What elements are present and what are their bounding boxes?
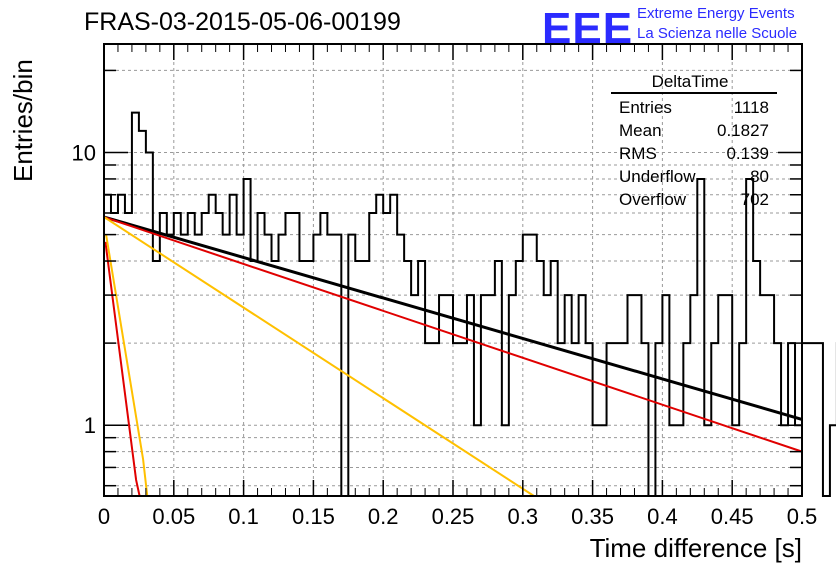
fit-curves bbox=[103, 215, 803, 497]
y-tick-label: 10 bbox=[72, 141, 96, 166]
x-tick-label: 0.45 bbox=[711, 504, 754, 529]
x-tick-label: 0.5 bbox=[787, 504, 818, 529]
stats-value: 1118 bbox=[733, 98, 769, 117]
x-tick-label: 0.25 bbox=[432, 504, 475, 529]
stats-row: Overflow 702 bbox=[611, 188, 777, 211]
x-tick-label: 0.35 bbox=[571, 504, 614, 529]
fit-curve bbox=[103, 216, 535, 497]
x-axis-label: Time difference [s] bbox=[589, 533, 802, 563]
stats-row: Mean 0.1827 bbox=[611, 119, 777, 142]
logo-line-2: La Scienza nelle Scuole bbox=[637, 25, 798, 42]
x-tick-label: 0.2 bbox=[368, 504, 399, 529]
eee-logo: EEE bbox=[542, 4, 634, 53]
stats-value: 0.139 bbox=[726, 144, 769, 163]
histogram-series bbox=[104, 111, 836, 497]
histogram-title: FRAS-03-2015-05-06-00199 bbox=[84, 8, 401, 36]
fit-curve bbox=[103, 216, 803, 453]
y-axis-label: Entries/bin bbox=[8, 59, 38, 182]
stats-value: 80 bbox=[750, 167, 769, 186]
stats-label: Entries bbox=[619, 98, 672, 117]
stats-row: Underflow 80 bbox=[611, 165, 777, 188]
fit-curve bbox=[105, 234, 149, 497]
y-tick-label: 1 bbox=[84, 413, 96, 438]
x-tick-label: 0.05 bbox=[152, 504, 195, 529]
stats-label: Mean bbox=[619, 121, 662, 140]
fit-curve bbox=[104, 241, 141, 497]
histogram-bins bbox=[104, 111, 836, 497]
stats-title: DeltaTime bbox=[651, 72, 729, 91]
logo-line-1: Extreme Energy Events bbox=[637, 5, 795, 22]
stats-value: 0.1827 bbox=[717, 121, 769, 140]
logo-subtitle: Extreme Energy Events La Scienza nelle S… bbox=[637, 4, 797, 44]
stats-value: 702 bbox=[740, 190, 769, 209]
x-tick-label: 0.1 bbox=[228, 504, 259, 529]
x-tick-label: 0.4 bbox=[647, 504, 678, 529]
stats-box: DeltaTime Entries 1118 Mean 0.1827 RMS 0.13… bbox=[611, 72, 777, 211]
stats-divider bbox=[611, 92, 777, 94]
x-tick-label: 0.3 bbox=[508, 504, 539, 529]
stats-label: Underflow bbox=[619, 167, 696, 186]
stats-row: Entries 1118 bbox=[611, 96, 777, 119]
axis-ticks: 0 0.05 0.1 0.15 0.2 0.25 0.3 0.35 0.4 0.45 0.5 1 10 bbox=[72, 44, 818, 529]
x-tick-label: 0.15 bbox=[292, 504, 335, 529]
stats-label: RMS bbox=[619, 144, 657, 163]
x-tick-label: 0 bbox=[98, 504, 110, 529]
stats-row: RMS 0.139 bbox=[611, 142, 777, 165]
fit-curve bbox=[103, 215, 803, 421]
stats-label: Overflow bbox=[619, 190, 687, 209]
